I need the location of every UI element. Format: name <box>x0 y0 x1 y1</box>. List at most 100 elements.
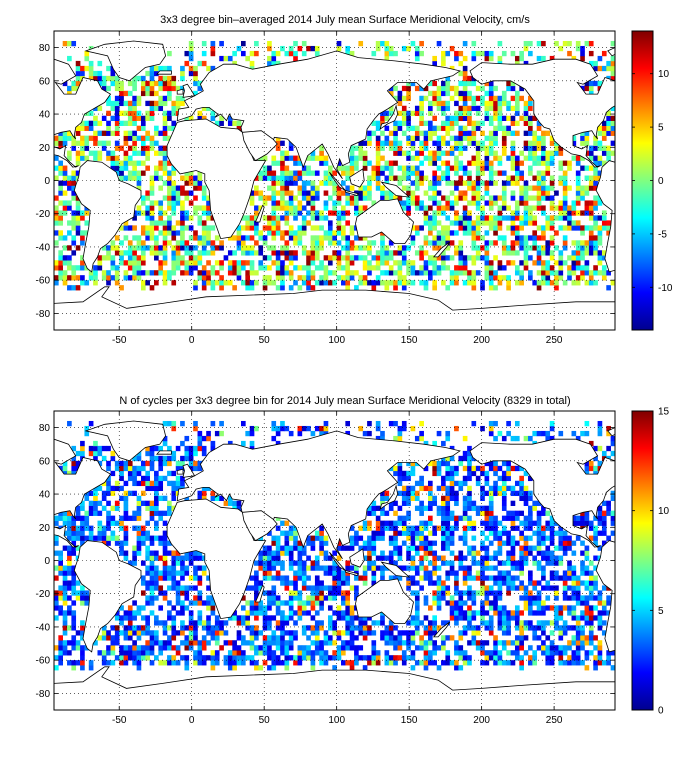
bin-cell <box>462 600 468 606</box>
bin-cell <box>167 225 172 231</box>
bin-cell <box>145 80 150 87</box>
bin-cell <box>562 280 568 286</box>
bin-cell <box>180 610 185 616</box>
bin-cell <box>319 650 324 656</box>
bin-cell <box>584 585 590 591</box>
bin-cell <box>254 660 259 666</box>
bin-cell <box>471 245 477 251</box>
bin-cell <box>441 500 446 506</box>
bin-cell <box>432 235 437 241</box>
bin-cell <box>332 575 337 581</box>
bin-cell <box>341 245 346 251</box>
bin-cell <box>454 180 459 186</box>
bin-cell <box>454 645 459 651</box>
bin-cell <box>406 45 411 52</box>
bin-cell <box>171 560 177 566</box>
bin-cell <box>188 625 194 631</box>
bin-cell <box>58 560 63 566</box>
land-outline <box>355 198 414 244</box>
bin-cell <box>506 485 511 492</box>
bin-cell <box>562 620 568 626</box>
bin-cell <box>432 560 437 566</box>
bin-cell <box>519 620 524 626</box>
bin-cell <box>175 650 181 656</box>
bin-cell <box>175 265 181 271</box>
bin-cell <box>575 160 581 166</box>
bin-cell <box>462 270 468 276</box>
bin-cell <box>584 80 590 87</box>
bin-cell <box>188 215 194 221</box>
bin-cell <box>362 545 368 551</box>
bin-cell <box>541 510 546 516</box>
bin-cell <box>127 90 133 97</box>
bin-cell <box>571 520 577 526</box>
bin-cell <box>419 170 424 176</box>
bin-cell <box>488 240 494 246</box>
bin-cell <box>497 605 503 611</box>
bin-cell <box>367 560 372 566</box>
bin-cell <box>528 625 533 631</box>
bin-cell <box>432 200 437 206</box>
bin-cell <box>514 605 520 611</box>
bin-cell <box>441 160 446 166</box>
bin-cell <box>319 155 324 161</box>
bin-cell <box>523 130 529 136</box>
y-tick-label: -20 <box>36 209 51 220</box>
bin-cell <box>571 515 577 521</box>
bin-cell <box>528 605 533 611</box>
bin-cell <box>127 630 133 636</box>
bin-cell <box>514 215 520 221</box>
bin-cell <box>145 655 150 661</box>
bin-cell <box>341 180 346 186</box>
bin-cell <box>67 650 72 656</box>
bin-cell <box>275 595 281 601</box>
bin-cell <box>140 120 146 126</box>
bin-cell <box>341 590 346 596</box>
bin-cell <box>393 635 398 641</box>
bin-cell <box>588 165 594 171</box>
bin-cell <box>262 200 268 206</box>
bin-cell <box>571 595 577 601</box>
bin-cell <box>519 245 524 251</box>
bin-cell <box>101 625 107 631</box>
bin-cell <box>462 530 468 536</box>
bin-cell <box>423 520 429 526</box>
bin-cell <box>467 225 472 231</box>
bin-cell <box>84 65 90 72</box>
bin-cell <box>119 650 124 656</box>
bin-cell <box>341 190 346 196</box>
bin-cell <box>140 645 146 651</box>
bin-cell <box>293 180 298 186</box>
bin-cell <box>241 235 246 241</box>
bin-cell <box>414 125 420 131</box>
bin-cell <box>371 510 377 516</box>
bin-cell <box>293 250 298 256</box>
bin-cell <box>506 575 511 581</box>
bin-cell <box>501 235 507 241</box>
bin-cell <box>314 245 320 251</box>
bin-cell <box>423 505 429 511</box>
bin-cell <box>80 660 85 666</box>
bin-cell <box>514 160 520 166</box>
bin-cell <box>236 235 242 241</box>
bin-cell <box>367 140 372 146</box>
bin-cell <box>441 120 446 126</box>
bin-cell <box>593 165 598 171</box>
bin-cell <box>314 560 320 566</box>
bin-cell <box>110 490 116 497</box>
bin-cell <box>258 235 264 241</box>
bin-cell <box>514 200 520 206</box>
bin-cell <box>501 485 507 492</box>
bin-cell <box>62 190 68 196</box>
bin-cell <box>458 130 464 136</box>
bin-cell <box>245 625 250 631</box>
bin-cell <box>532 555 538 561</box>
bin-cell <box>258 550 264 556</box>
bin-cell <box>458 260 464 266</box>
bin-cell <box>284 270 290 276</box>
bin-cell <box>297 225 303 231</box>
bin-cell <box>523 245 529 251</box>
bin-cell <box>536 135 542 141</box>
bin-cell <box>354 660 359 666</box>
bin-cell <box>528 270 533 276</box>
